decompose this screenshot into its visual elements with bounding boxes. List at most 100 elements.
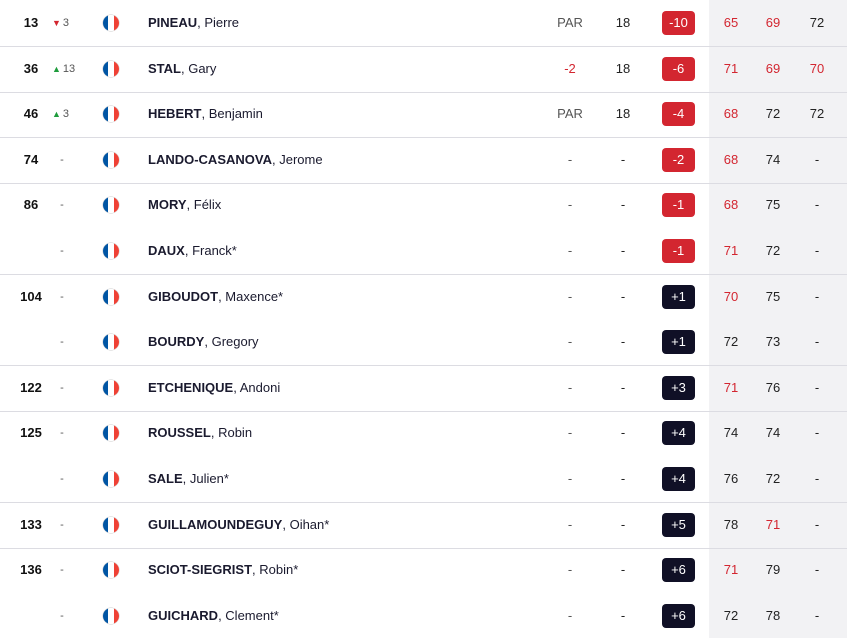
player-first-name: Oihan*: [289, 516, 330, 532]
player-first-name: Pierre: [204, 15, 240, 30]
total-score-badge: -2: [662, 147, 695, 172]
round-2-score: 72: [765, 243, 781, 258]
player-first-name: Maxence*: [225, 288, 284, 304]
round-3-score: -: [814, 425, 820, 441]
table-row[interactable]: 122 - ETCHENIQUE, Andoni - - +3 71 76 -: [0, 365, 847, 412]
movement-value: -: [60, 609, 64, 622]
today-score: -: [567, 334, 573, 350]
total-score-badge: -4: [662, 102, 695, 127]
table-row[interactable]: 36 ▲ 13 STAL, Gary -2 18 -6 71 69 70: [0, 46, 847, 93]
player-name-link[interactable]: GUILLAMOUNDEGUY, Oihan*: [148, 502, 528, 548]
player-last-name: HEBERT: [148, 106, 202, 122]
position-cell: 104: [20, 288, 42, 304]
round-1-score: 76: [723, 471, 739, 486]
holes-thru: 18: [615, 60, 631, 76]
table-row[interactable]: 125 - ROUSSEL, Robin - - +4 74 74 -: [0, 410, 847, 456]
total-score-badge: +6: [662, 603, 695, 628]
table-row[interactable]: 74 - LANDO-CASANOVA, Jerome - - -2 68 74 -: [0, 137, 847, 184]
player-name-link[interactable]: SALE, Julien*: [148, 456, 528, 502]
round-1-score: 78: [723, 516, 739, 532]
position-movement: ▲ 13: [52, 46, 78, 92]
player-name-link[interactable]: ETCHENIQUE, Andoni: [148, 365, 528, 411]
today-score: -: [567, 151, 573, 167]
table-row[interactable]: 136 - SCIOT-SIEGRIST, Robin* - - +6 71 79 -: [0, 547, 847, 593]
movement-value: -: [60, 427, 64, 440]
total-score-badge: -1: [662, 193, 695, 218]
name-separator: ,: [218, 607, 226, 623]
round-2-score: 72: [765, 471, 781, 486]
holes-thru: -: [620, 516, 626, 532]
player-name-link[interactable]: PINEAU, Pierre: [148, 0, 528, 46]
arrow-up-icon: ▲: [52, 109, 61, 120]
player-name-link[interactable]: HEBERT, Benjamin: [148, 91, 528, 137]
round-2-score: 71: [765, 516, 781, 532]
round-3-score: -: [814, 607, 820, 623]
player-last-name: STAL: [148, 60, 181, 76]
today-score: -: [567, 471, 573, 486]
position-cell: [14, 319, 48, 365]
total-score-badge: -1: [662, 239, 695, 263]
holes-thru: -: [620, 197, 626, 213]
player-first-name: Franck*: [192, 243, 237, 258]
france-flag-icon: [103, 106, 119, 123]
rounds-column-background: [709, 0, 847, 638]
player-name-link[interactable]: ROUSSEL, Robin: [148, 410, 528, 456]
player-last-name: BOURDY: [148, 334, 205, 350]
today-score: -: [567, 243, 573, 258]
total-score-badge: -6: [662, 56, 695, 81]
position-cell: 136: [20, 562, 42, 578]
holes-thru: -: [620, 243, 626, 258]
name-separator: ,: [233, 379, 240, 395]
france-flag-icon: [103, 60, 119, 77]
name-separator: ,: [252, 562, 260, 578]
position-cell: 46: [23, 106, 39, 122]
round-3-score: -: [814, 562, 820, 578]
player-first-name: Julien*: [189, 471, 229, 486]
table-row[interactable]: 86 - MORY, Félix - - -1 68 75 -: [0, 182, 847, 228]
player-name-link[interactable]: GIBOUDOT, Maxence*: [148, 274, 528, 320]
name-separator: ,: [282, 516, 290, 532]
table-row[interactable]: - SALE, Julien* - - +4 76 72 -: [0, 456, 847, 503]
position-movement: -: [52, 319, 72, 365]
round-1-score: 68: [723, 151, 739, 167]
name-separator: ,: [197, 15, 205, 30]
player-name-link[interactable]: BOURDY, Gregory: [148, 319, 528, 365]
player-last-name: SALE: [148, 471, 183, 486]
table-row[interactable]: 133 - GUILLAMOUNDEGUY, Oihan* - - +5 78 71 -: [0, 502, 847, 549]
holes-thru: -: [620, 334, 626, 350]
france-flag-icon: [103, 425, 119, 442]
name-separator: ,: [271, 151, 280, 167]
table-row[interactable]: 46 ▲ 3 HEBERT, Benjamin PAR 18 -4 68 72 72: [0, 91, 847, 139]
player-name-link[interactable]: STAL, Gary: [148, 46, 528, 92]
player-name-link[interactable]: DAUX, Franck*: [148, 228, 528, 274]
movement-value: 13: [62, 62, 76, 75]
round-2-score: 79: [765, 562, 781, 578]
player-name-link[interactable]: GUICHARD, Clement*: [148, 593, 528, 638]
table-row[interactable]: 13 ▼ 3 PINEAU, Pierre PAR 18 -10 65 69 72: [0, 0, 847, 47]
round-2-score: 75: [765, 288, 781, 304]
round-3-score: -: [814, 197, 820, 213]
arrow-down-icon: ▼: [52, 18, 61, 28]
player-name-link[interactable]: MORY, Félix: [148, 182, 528, 228]
player-name-link[interactable]: LANDO-CASANOVA, Jerome: [148, 137, 528, 183]
round-3-score: -: [814, 471, 820, 486]
france-flag-icon: [103, 471, 119, 487]
table-row[interactable]: 104 - GIBOUDOT, Maxence* - - +1 70 75 -: [0, 274, 847, 320]
movement-value: 3: [62, 17, 70, 29]
position-movement: -: [52, 502, 72, 548]
round-1-score: 72: [723, 607, 739, 623]
table-row[interactable]: - GUICHARD, Clement* - - +6 72 78 -: [0, 593, 847, 638]
france-flag-icon: [103, 15, 119, 31]
movement-value: -: [60, 199, 64, 212]
movement-value: -: [60, 564, 64, 577]
today-score: -: [567, 562, 573, 578]
movement-value: -: [60, 245, 64, 257]
round-3-score: 72: [809, 15, 825, 30]
player-name-link[interactable]: SCIOT-SIEGRIST, Robin*: [148, 547, 528, 593]
table-row[interactable]: - BOURDY, Gregory - - +1 72 73 -: [0, 319, 847, 367]
total-score-badge: +4: [662, 467, 695, 491]
france-flag-icon: [103, 197, 119, 214]
france-flag-icon: [103, 243, 119, 259]
round-1-score: 71: [723, 243, 739, 258]
table-row[interactable]: - DAUX, Franck* - - -1 71 72 -: [0, 228, 847, 275]
